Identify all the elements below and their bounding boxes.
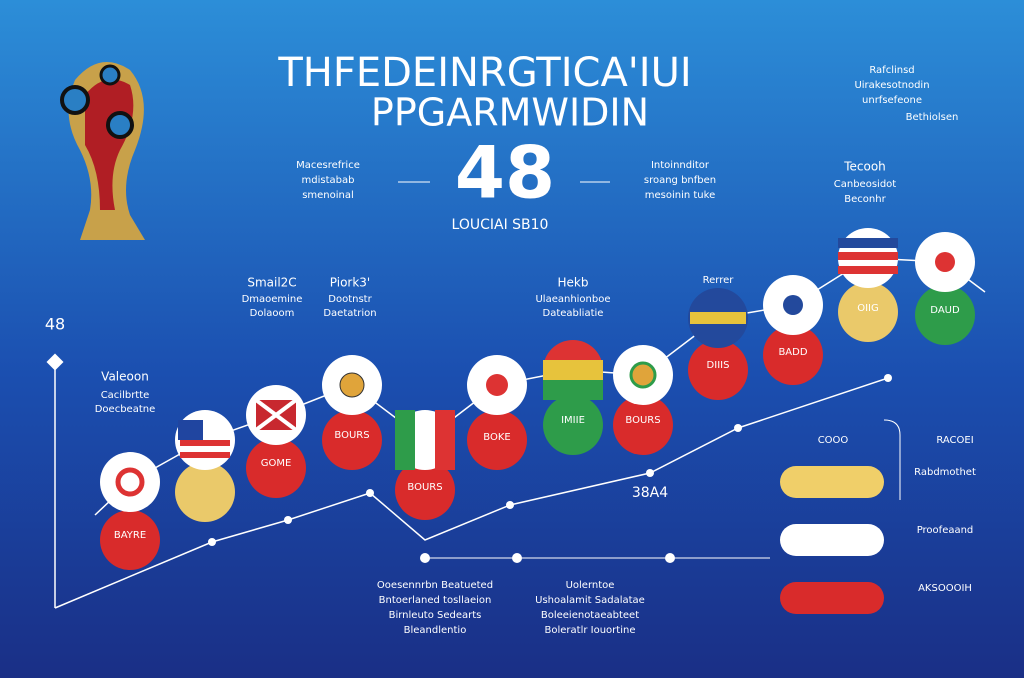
- footnote: Bleandlentio: [404, 625, 467, 636]
- legend-header: RACOEI: [936, 435, 973, 446]
- group-title: Smail2C: [247, 276, 296, 290]
- note: unrfsefeone: [862, 95, 922, 106]
- circle-label: IMIIE: [561, 415, 585, 426]
- group-text: Dateabliatie: [543, 308, 604, 319]
- group-text: Daetatrion: [323, 308, 376, 319]
- points: [208, 374, 892, 563]
- group-text: Dmaoemine: [242, 294, 303, 305]
- trophy: [60, 62, 145, 240]
- note: Rafclinsd: [869, 65, 914, 76]
- circle-label: BOURS: [625, 415, 660, 426]
- caption: Macesrefrice: [296, 160, 360, 171]
- circle-label: OIIG: [857, 303, 879, 314]
- group-title: Piork3': [330, 276, 370, 290]
- group-title: Rerrer: [703, 275, 735, 286]
- group-text: Ulaeanhionboe: [535, 294, 610, 305]
- legend: [780, 419, 901, 614]
- group-text: Canbeosidot: [834, 179, 897, 190]
- note: Bethiolsen: [906, 112, 959, 123]
- legend-label: Rabdmothet: [914, 467, 976, 478]
- big-number: 48: [455, 131, 555, 215]
- circle-label: GOME: [261, 458, 292, 469]
- group-text: Dolaoom: [250, 308, 295, 319]
- flags: [100, 228, 975, 512]
- legend-header: COOO: [818, 435, 849, 446]
- footnote: Boleratlr Iouortine: [545, 625, 636, 636]
- trend-line: [54, 377, 889, 609]
- title: PPGARMWIDIN: [371, 91, 649, 135]
- caption: sroang bnfben: [644, 175, 716, 186]
- footnote: Birnleuto Sedearts: [389, 610, 482, 621]
- group-title: Valeoon: [101, 370, 149, 384]
- group-title: Hekb: [558, 276, 589, 290]
- subtitle: LOUCIAI SB10: [452, 217, 549, 233]
- info-circles: [100, 282, 975, 570]
- footnote: Boleeienotaeabteet: [541, 610, 639, 621]
- circle-label: DAUD: [930, 305, 960, 316]
- caption: Intoinnditor: [651, 160, 710, 171]
- footnote: Ushoalamit Sadalatae: [535, 595, 645, 606]
- circle-label: DIIIS: [707, 360, 730, 371]
- caption: smenoinal: [302, 190, 354, 201]
- group-text: Beconhr: [844, 194, 886, 205]
- note: Uirakesotnodin: [854, 80, 929, 91]
- group-title: Tecooh: [843, 160, 886, 174]
- footnote: Uolerntoe: [566, 580, 615, 591]
- legend-label: Proofeaand: [917, 525, 974, 536]
- axis-label: 48: [45, 315, 65, 334]
- circle-label: BADD: [778, 347, 807, 358]
- mid-label: 38A4: [632, 485, 668, 501]
- caption: mesoinin tuke: [645, 190, 715, 201]
- title: THFEDEINRGTICA'IUI: [277, 50, 691, 96]
- group-text: Doecbeatne: [95, 404, 156, 415]
- circle-label: BOKE: [483, 432, 510, 443]
- circle-label: BOURS: [334, 430, 369, 441]
- group-text: Cacilbrtte: [101, 390, 150, 401]
- caption: mdistabab: [302, 175, 355, 186]
- legend-label: AKSOOOIH: [918, 583, 972, 594]
- circle-label: BAYRE: [114, 530, 146, 541]
- group-text: Dootnstr: [328, 294, 372, 305]
- footnote: Ooesennrbn Beatueted: [377, 580, 493, 591]
- footnote: Bntoerlaned tosllaeion: [379, 595, 492, 606]
- circle-label: BOURS: [407, 482, 442, 493]
